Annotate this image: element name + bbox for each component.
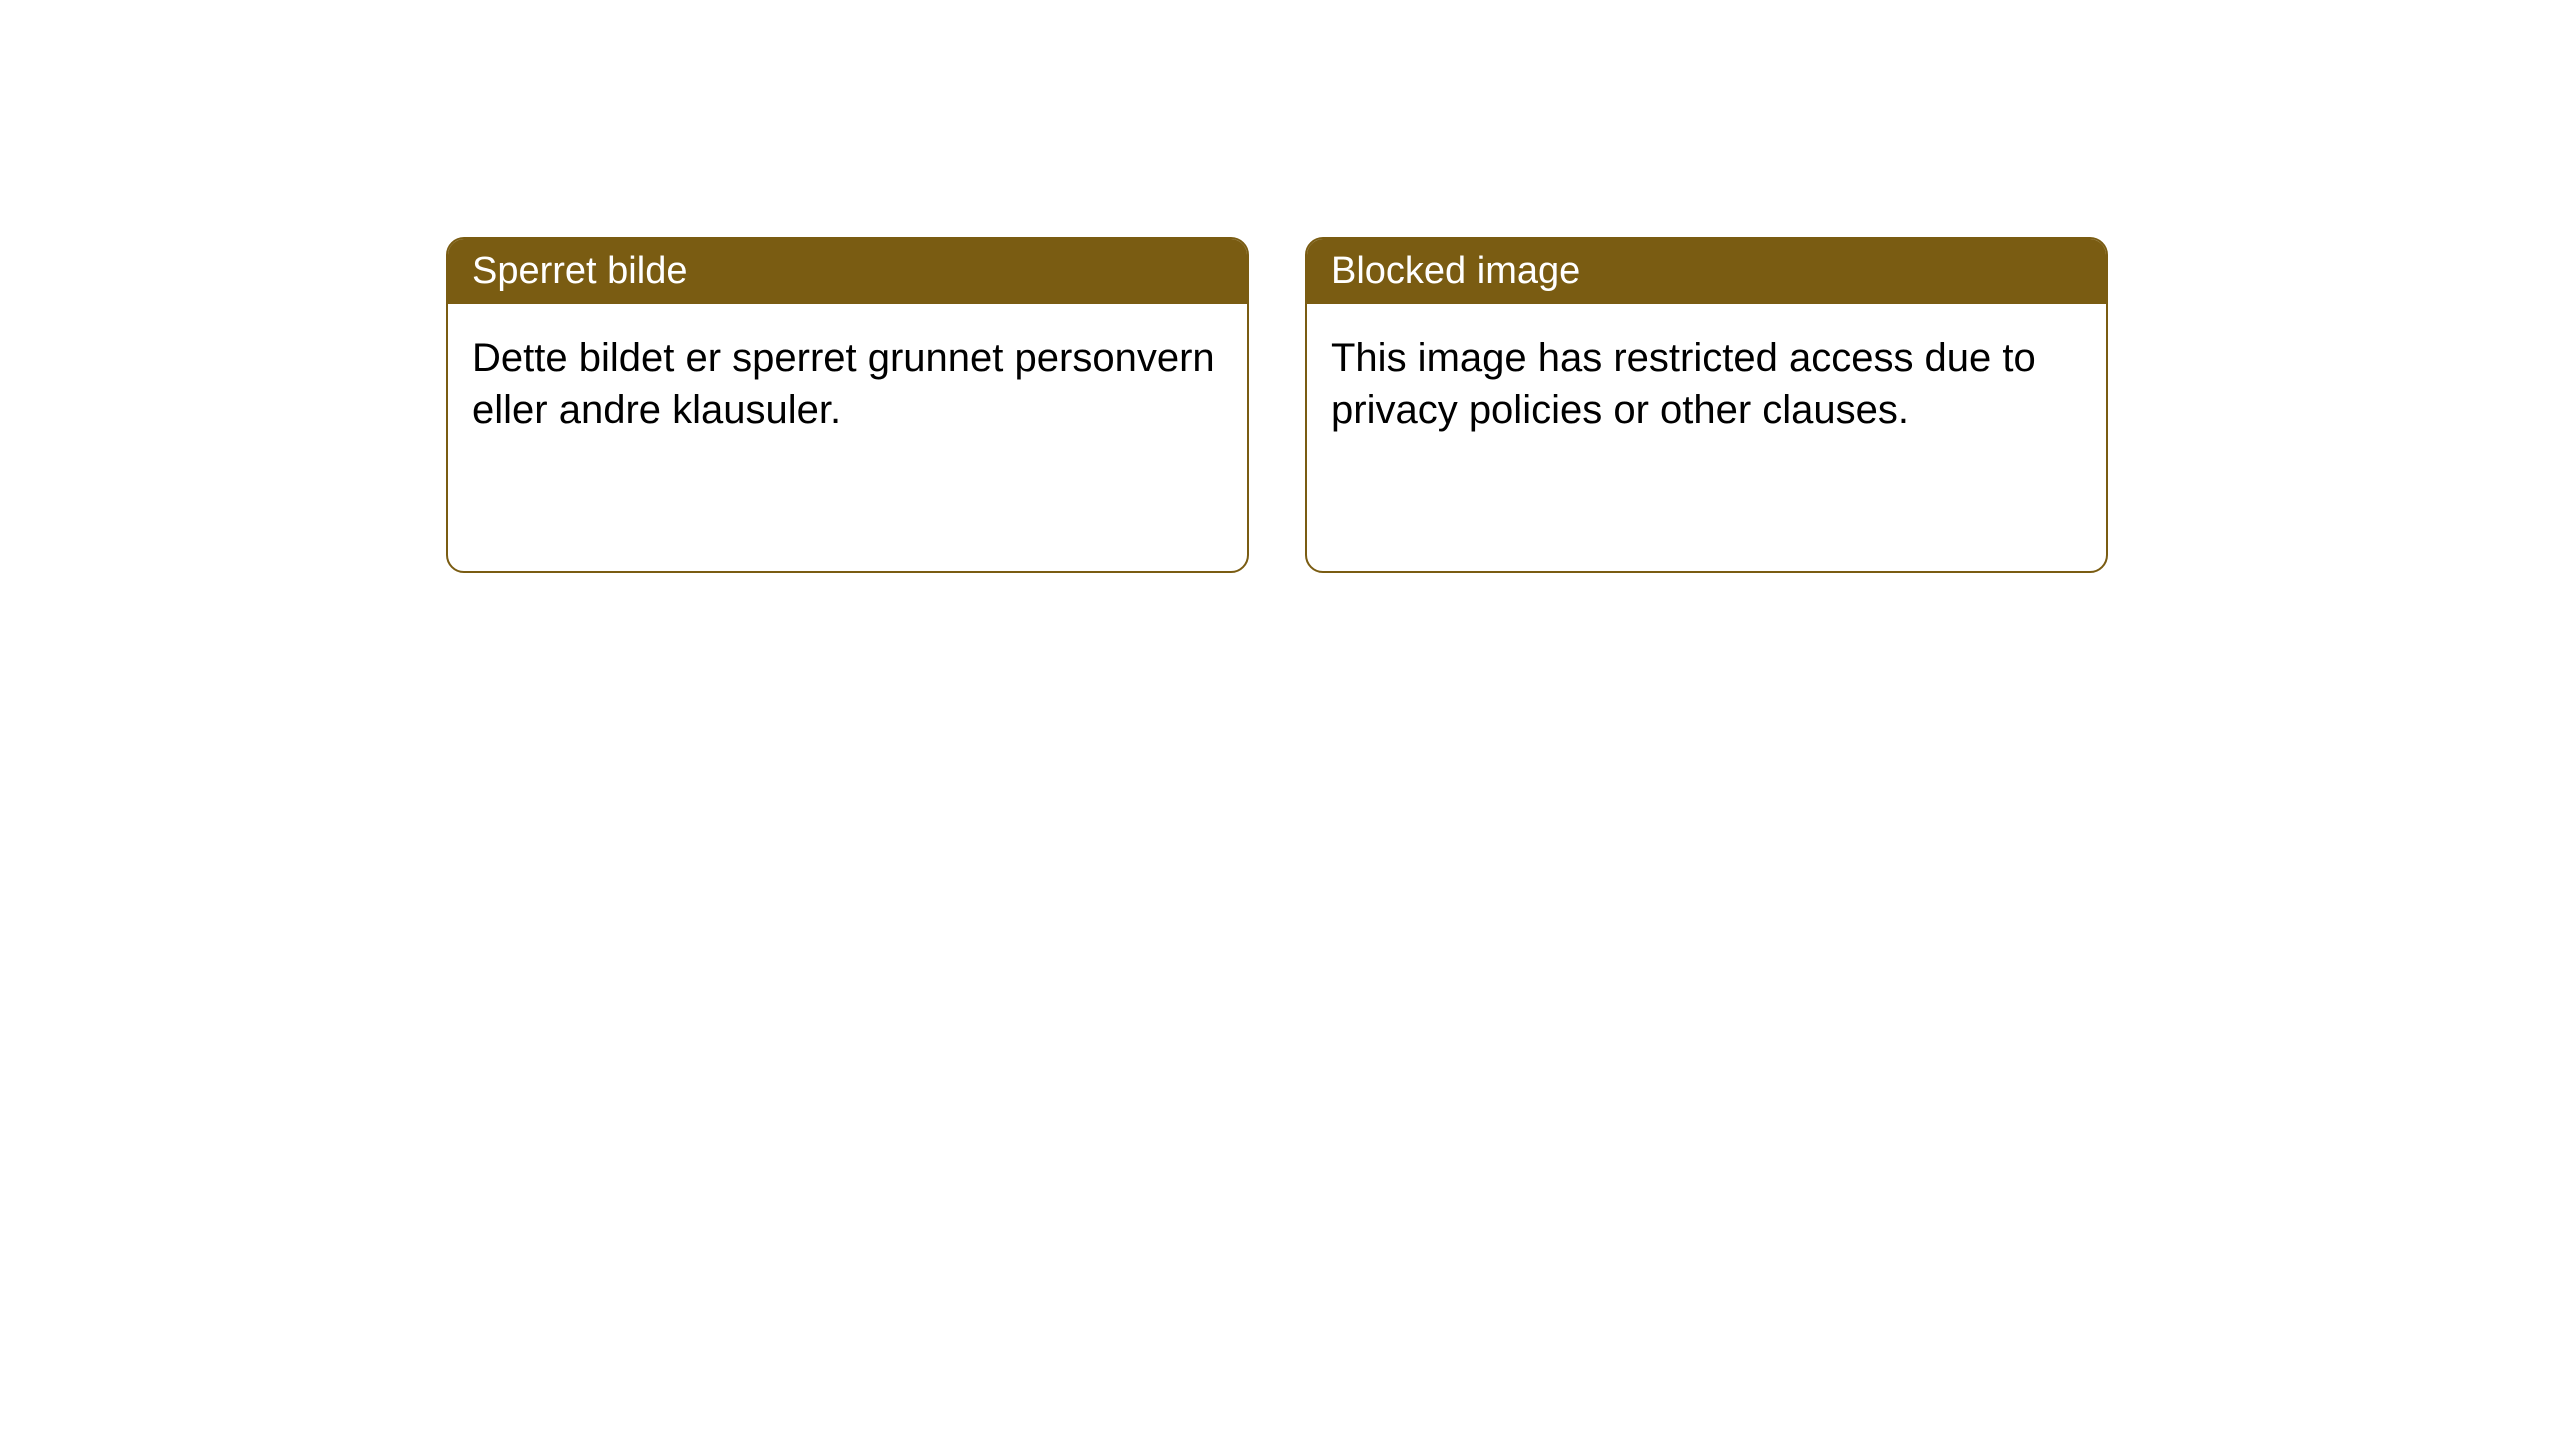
notice-title: Blocked image (1331, 250, 1580, 292)
notice-card-english: Blocked image This image has restricted … (1305, 237, 2108, 573)
notice-body-text: Dette bildet er sperret grunnet personve… (472, 336, 1215, 432)
notice-header: Blocked image (1307, 239, 2106, 304)
notice-body-text: This image has restricted access due to … (1331, 336, 2036, 432)
notice-container: Sperret bilde Dette bildet er sperret gr… (446, 237, 2108, 573)
notice-card-norwegian: Sperret bilde Dette bildet er sperret gr… (446, 237, 1249, 573)
notice-body: Dette bildet er sperret grunnet personve… (448, 304, 1247, 464)
notice-header: Sperret bilde (448, 239, 1247, 304)
notice-title: Sperret bilde (472, 250, 687, 292)
notice-body: This image has restricted access due to … (1307, 304, 2106, 464)
